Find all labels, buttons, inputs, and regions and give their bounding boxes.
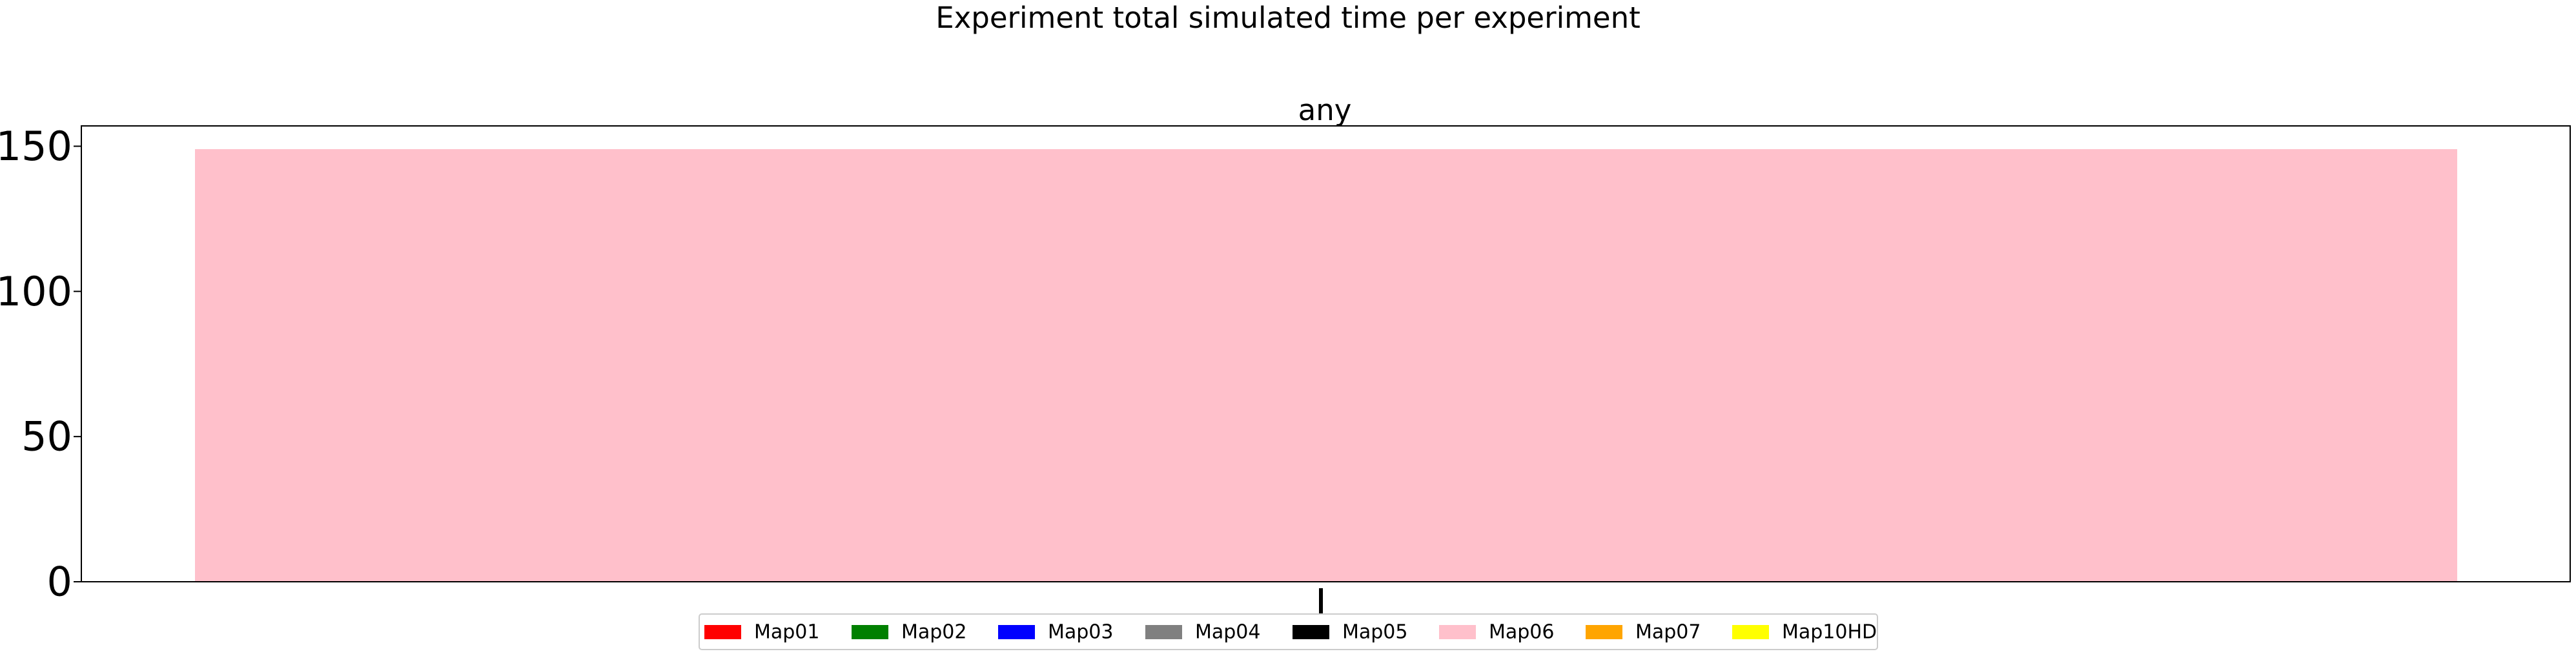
bars-layer	[195, 149, 2457, 582]
legend-swatch-map04	[1145, 625, 1182, 639]
legend-label-map10hd: Map10HD	[1782, 621, 1877, 644]
legend: Map01 Map02 Map03 Map04 Map05 Map06 Map07 Map10…	[699, 613, 1878, 650]
y-tick-label: 0	[47, 559, 72, 606]
legend-swatch-map01	[704, 625, 741, 639]
legend-label-map04: Map04	[1195, 621, 1260, 644]
y-tick-label: 100	[0, 268, 72, 315]
legend-label-map07: Map07	[1635, 621, 1701, 644]
legend-swatch-map03	[998, 625, 1035, 639]
y-tick-label: 150	[0, 123, 72, 170]
legend-label-map05: Map05	[1342, 621, 1407, 644]
legend-label-map02: Map02	[901, 621, 966, 644]
legend-items: Map01 Map02 Map03 Map04 Map05 Map06 Map07 Map10…	[704, 621, 1877, 644]
chart-title: Experiment total simulated time per expe…	[935, 1, 1641, 35]
y-axis: 0 50 100 150	[0, 123, 81, 606]
legend-label-map01: Map01	[754, 621, 819, 644]
legend-frame	[699, 613, 1878, 650]
plot-frame	[81, 125, 2571, 582]
y-tick-label: 50	[21, 413, 72, 460]
legend-swatch-map05	[1293, 625, 1329, 639]
legend-swatch-map10hd	[1732, 625, 1769, 639]
subplot-title: any	[1298, 93, 1352, 127]
legend-label-map03: Map03	[1048, 621, 1113, 644]
legend-label-map06: Map06	[1489, 621, 1554, 644]
legend-swatch-map07	[1586, 625, 1622, 639]
legend-swatch-map06	[1439, 625, 1476, 639]
legend-swatch-map02	[852, 625, 888, 639]
bar-map06	[195, 149, 2457, 582]
